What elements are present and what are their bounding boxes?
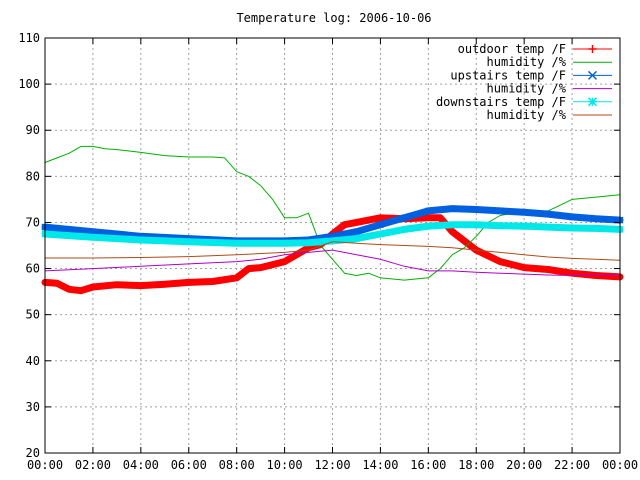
series-point-4 <box>568 224 576 232</box>
series-point-0 <box>257 264 264 271</box>
series-line-5 <box>44 241 621 261</box>
series-point-2 <box>592 215 600 223</box>
legend-label: outdoor temp /F <box>458 42 566 56</box>
series-point-0 <box>377 214 384 221</box>
x-tick-label: 08:00 <box>219 458 255 472</box>
series-point-4 <box>544 223 552 231</box>
series-point-2 <box>472 206 480 214</box>
series-point-0 <box>209 278 216 285</box>
x-tick-label: 00:00 <box>27 458 63 472</box>
legend-label: humidity /% <box>487 55 567 69</box>
series-point-0 <box>341 221 348 228</box>
y-tick-label: 50 <box>26 308 40 322</box>
y-tick-label: 100 <box>18 77 40 91</box>
y-tick-label: 80 <box>26 169 40 183</box>
chart-title: Temperature log: 2006-10-06 <box>236 11 431 25</box>
x-tick-label: 18:00 <box>458 458 494 472</box>
x-tick-label: 20:00 <box>506 458 542 472</box>
series-point-4 <box>281 239 289 247</box>
x-tick-label: 06:00 <box>171 458 207 472</box>
series-point-4 <box>328 237 337 245</box>
series-point-0 <box>77 287 84 294</box>
y-tick-label: 30 <box>26 400 40 414</box>
x-tick-label: 22:00 <box>554 458 590 472</box>
series-point-4 <box>424 222 432 230</box>
series-point-4 <box>400 225 408 233</box>
series-point-0 <box>89 284 96 290</box>
series-point-0 <box>65 286 72 293</box>
series-point-2 <box>544 210 552 218</box>
chart-plot-area <box>41 145 624 295</box>
series-point-2 <box>400 214 408 222</box>
axis-ticks: 20 30 40 50 60 70 80 90 100 110 00:00 02:00 04:00 06:… <box>18 31 638 472</box>
chart-grid <box>45 38 620 453</box>
x-tick-label: 04:00 <box>123 458 159 472</box>
series-point-0 <box>497 258 504 265</box>
series-point-0 <box>245 265 252 272</box>
y-tick-label: 40 <box>26 354 40 368</box>
series-point-4 <box>352 235 360 243</box>
series-point-0 <box>545 266 552 273</box>
series-point-4 <box>472 221 480 229</box>
y-tick-label: 20 <box>26 446 40 460</box>
series-point-2 <box>448 205 456 213</box>
series-point-0 <box>281 258 288 265</box>
series-point-4 <box>185 238 193 246</box>
series-point-0 <box>53 280 60 287</box>
series-point-4 <box>376 230 384 238</box>
x-tick-label: 16:00 <box>410 458 446 472</box>
series-point-0 <box>233 274 240 281</box>
series-point-2 <box>376 221 384 229</box>
legend-label: upstairs temp /F <box>450 68 566 82</box>
legend-label: downstairs temp /F <box>436 95 566 109</box>
series-point-4 <box>448 221 456 229</box>
series-point-0 <box>437 214 444 221</box>
series-point-0 <box>449 228 456 235</box>
legend-label: humidity /% <box>487 82 567 96</box>
x-tick-label: 14:00 <box>362 458 398 472</box>
series-point-0 <box>113 281 120 288</box>
y-tick-label: 60 <box>26 262 40 276</box>
legend-label: humidity /% <box>487 108 567 122</box>
series-point-4 <box>137 236 145 244</box>
series-point-4 <box>89 233 97 241</box>
series-point-2 <box>520 208 528 216</box>
series-point-0 <box>425 214 432 221</box>
legend-marker <box>588 45 597 53</box>
y-tick-label: 70 <box>26 215 40 229</box>
x-tick-label: 00:00 <box>602 458 638 472</box>
series-point-4 <box>496 222 504 230</box>
series-point-2 <box>496 207 504 215</box>
x-tick-label: 12:00 <box>314 458 350 472</box>
y-tick-label: 90 <box>26 123 40 137</box>
series-point-4 <box>233 239 241 247</box>
series-point-0 <box>137 282 144 289</box>
legend-marker <box>587 97 598 107</box>
series-point-0 <box>521 264 528 271</box>
series-point-2 <box>352 228 360 236</box>
series-point-4 <box>520 222 528 230</box>
series-point-0 <box>185 279 192 286</box>
series-point-2 <box>568 213 576 221</box>
x-tick-label: 02:00 <box>75 458 111 472</box>
y-tick-label: 110 <box>18 31 40 45</box>
series-point-4 <box>592 224 600 232</box>
series-point-0 <box>161 281 168 288</box>
series-line-4 <box>41 221 624 247</box>
x-tick-label: 10:00 <box>267 458 303 472</box>
series-point-4 <box>305 239 313 247</box>
series-point-0 <box>353 219 360 226</box>
series-point-2 <box>424 207 432 215</box>
legend-marker <box>587 70 598 80</box>
series-line-3 <box>44 249 621 276</box>
